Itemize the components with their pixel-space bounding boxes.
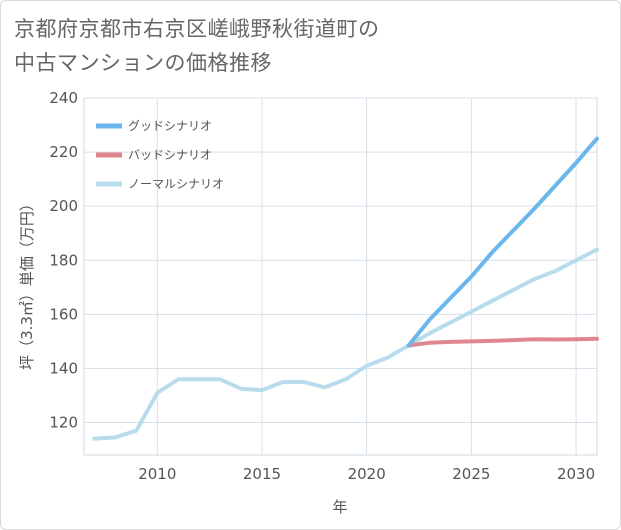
x-tick-label: 2025 <box>452 465 490 483</box>
legend-label-2: ノーマルシナリオ <box>128 177 224 191</box>
legend-label-0: グッドシナリオ <box>128 119 212 133</box>
y-tick-label: 140 <box>49 359 78 377</box>
y-tick-label: 120 <box>49 414 78 432</box>
tick-labels: 120 140 160 180 200 220 240 2010 2015 2020 2025 203… <box>49 89 595 483</box>
y-tick-label: 220 <box>49 143 78 161</box>
x-tick-label: 2015 <box>243 465 281 483</box>
series-lines <box>92 136 599 441</box>
chart-title-line1: 京都府京都市右京区嵯峨野秋街道町の <box>14 17 380 41</box>
legend-label-1: バッドシナリオ <box>128 148 212 162</box>
series-line-1 <box>406 336 599 348</box>
grid-lines <box>84 97 597 455</box>
chart-title: 京都府京都市右京区嵯峨野秋街道町の 中古マンションの価格推移 <box>14 12 604 80</box>
series-line-2 <box>92 247 599 441</box>
y-tick-label: 240 <box>49 89 78 107</box>
x-tick-label: 2030 <box>557 465 595 483</box>
y-tick-label: 200 <box>49 197 78 215</box>
y-tick-label: 160 <box>49 305 78 323</box>
y-tick-label: 180 <box>49 251 78 269</box>
x-tick-label: 2020 <box>348 465 386 483</box>
x-tick-label: 2010 <box>138 465 176 483</box>
chart-title-line2: 中古マンションの価格推移 <box>14 51 272 75</box>
series-line-0 <box>406 136 599 348</box>
plot-area <box>83 97 598 456</box>
y-axis-label: 坪（3.3㎡）単価（万円） <box>18 196 36 370</box>
x-axis-label: 年 <box>332 498 347 516</box>
